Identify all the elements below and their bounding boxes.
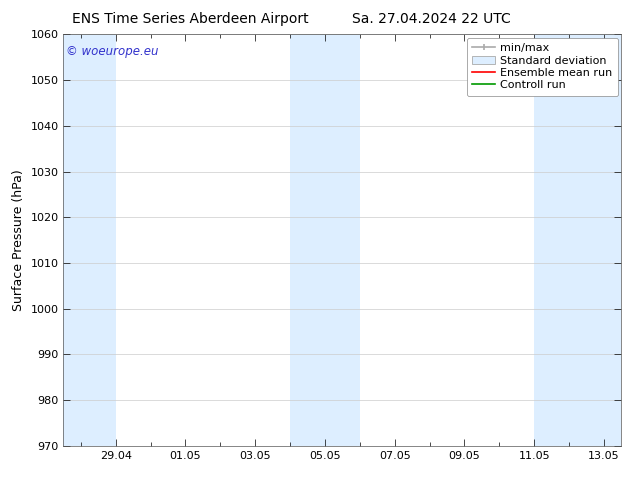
Bar [290,34,359,446]
Legend: min/max, Standard deviation, Ensemble mean run, Controll run: min/max, Standard deviation, Ensemble me… [467,38,618,96]
Bar [46,34,115,446]
Text: ENS Time Series Aberdeen Airport: ENS Time Series Aberdeen Airport [72,12,309,26]
Y-axis label: Surface Pressure (hPa): Surface Pressure (hPa) [12,169,25,311]
Text: © woeurope.eu: © woeurope.eu [66,45,158,58]
Text: Sa. 27.04.2024 22 UTC: Sa. 27.04.2024 22 UTC [352,12,510,26]
Bar [534,34,634,446]
